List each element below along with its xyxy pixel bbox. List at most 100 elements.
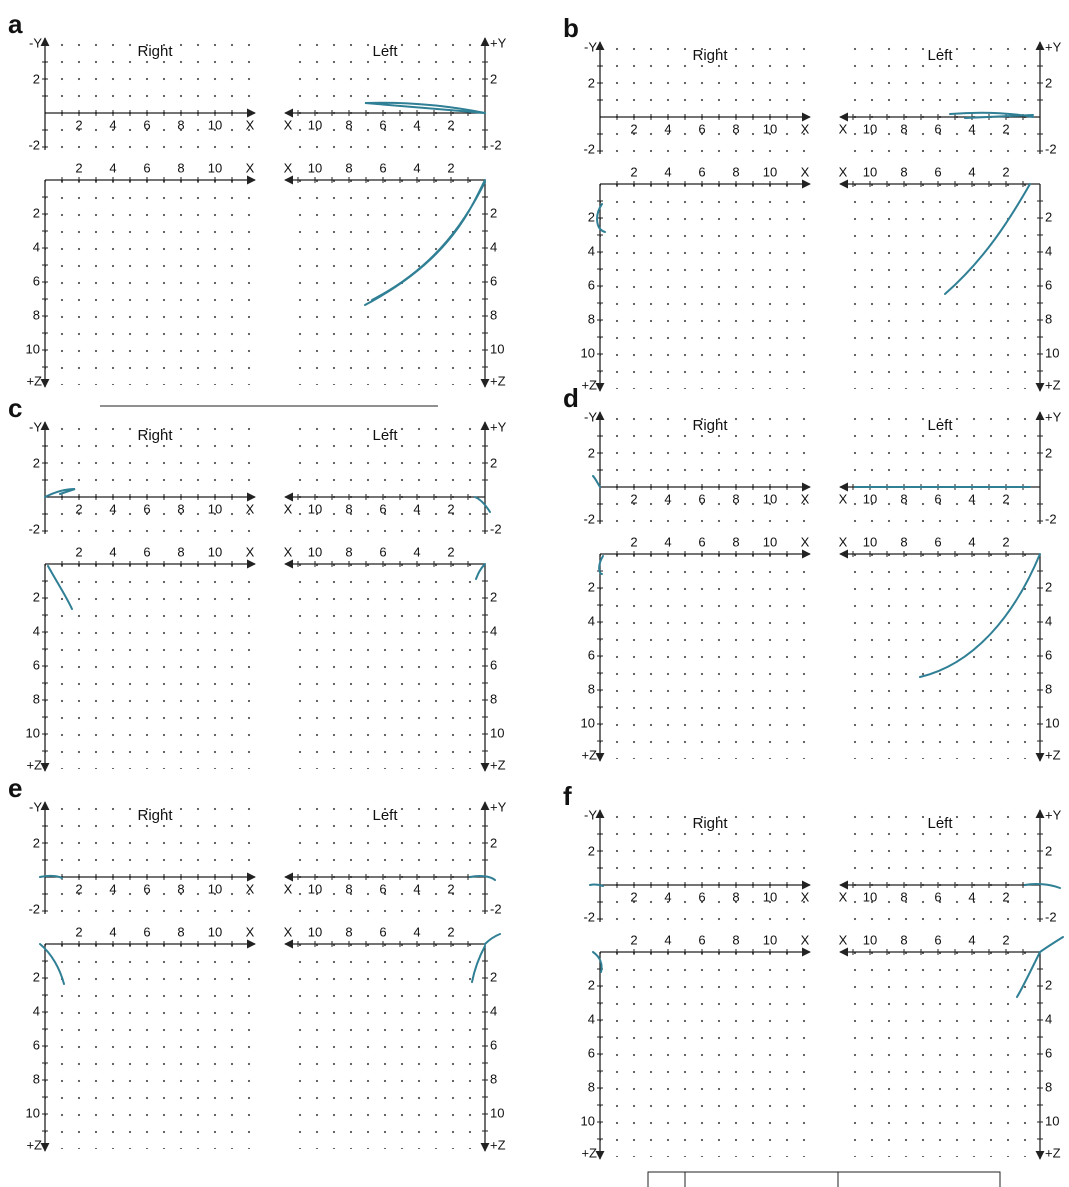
x-tick-label: 8 bbox=[177, 544, 184, 559]
x-tick-label: 6 bbox=[934, 164, 941, 179]
x-tick-label: 10 bbox=[763, 889, 777, 904]
axis-label: +Y bbox=[490, 35, 507, 50]
x-tick-label: X bbox=[801, 121, 810, 136]
x-tick-label: 4 bbox=[413, 501, 420, 516]
y-tick-label: -2 bbox=[1045, 511, 1057, 526]
z-tick-label: 2 bbox=[588, 209, 595, 224]
dot-grid bbox=[840, 812, 1040, 922]
x-tick-label: X bbox=[246, 501, 255, 516]
x-tick-label: 10 bbox=[308, 160, 322, 175]
x-tick-label: 4 bbox=[968, 534, 975, 549]
x-tick-label: 8 bbox=[732, 889, 739, 904]
z-tick-label: 10 bbox=[490, 341, 504, 356]
z-tick-label: 4 bbox=[1045, 1011, 1052, 1026]
z-tick-label: 8 bbox=[33, 691, 40, 706]
z-tick-label: 4 bbox=[33, 623, 40, 638]
x-tick-label: 6 bbox=[934, 932, 941, 947]
z-tick-label: 4 bbox=[588, 243, 595, 258]
x-tick-label: X bbox=[839, 534, 848, 549]
x-tick-label: X bbox=[801, 164, 810, 179]
x-tick-label: 2 bbox=[630, 491, 637, 506]
x-tick-label: 6 bbox=[379, 544, 386, 559]
z-tick-label: 10 bbox=[1045, 715, 1059, 730]
x-tick-label: 4 bbox=[664, 164, 671, 179]
x-tick-label: 10 bbox=[863, 932, 877, 947]
x-tick-label: 8 bbox=[345, 544, 352, 559]
x-tick-label: 6 bbox=[379, 501, 386, 516]
axis-label: +Z bbox=[1045, 377, 1061, 392]
x-tick-label: 6 bbox=[934, 121, 941, 136]
x-tick-label: 8 bbox=[732, 491, 739, 506]
x-tick-label: X bbox=[801, 889, 810, 904]
axis-label: +Z bbox=[1045, 1145, 1061, 1160]
x-tick-label: 4 bbox=[413, 881, 420, 896]
y-tick-label: -2 bbox=[1045, 141, 1057, 156]
dot-grid bbox=[600, 812, 810, 922]
x-tick-label: 6 bbox=[143, 924, 150, 939]
dot-grid bbox=[840, 554, 1040, 759]
x-tick-label: 4 bbox=[968, 889, 975, 904]
dot-grid bbox=[840, 952, 1040, 1157]
x-tick-label: 2 bbox=[1002, 121, 1009, 136]
z-tick-label: 4 bbox=[588, 1011, 595, 1026]
trace bbox=[949, 111, 1034, 119]
x-tick-label: 10 bbox=[863, 164, 877, 179]
x-tick-label: X bbox=[284, 924, 293, 939]
x-tick-label: 6 bbox=[698, 164, 705, 179]
x-tick-label: 4 bbox=[109, 544, 116, 559]
x-tick-label: 6 bbox=[934, 534, 941, 549]
x-tick-label: 10 bbox=[208, 544, 222, 559]
panel-letter: e bbox=[8, 773, 22, 803]
z-tick-label: 8 bbox=[33, 1071, 40, 1086]
z-tick-label: 2 bbox=[1045, 209, 1052, 224]
y-tick-label: 2 bbox=[33, 835, 40, 850]
y-tick-label: 2 bbox=[1045, 445, 1052, 460]
plot-title: Left bbox=[927, 47, 953, 64]
x-tick-label: 8 bbox=[732, 932, 739, 947]
y-tick-label: -2 bbox=[28, 137, 40, 152]
z-tick-label: 6 bbox=[588, 1045, 595, 1060]
x-tick-label: 2 bbox=[1002, 164, 1009, 179]
x-tick-label: X bbox=[801, 932, 810, 947]
y-tick-label: -2 bbox=[490, 137, 502, 152]
x-tick-label: X bbox=[246, 117, 255, 132]
axis-label: -Y bbox=[29, 419, 42, 434]
z-tick-label: 2 bbox=[490, 589, 497, 604]
panel: d Right Left -Y +Y 2 2 -2 -2 2 X 2 X 4 10 4 10 6 8 6 8 8 6 8 6 10… bbox=[563, 383, 1062, 763]
x-tick-label: 10 bbox=[763, 121, 777, 136]
dot-grid bbox=[840, 184, 1040, 389]
axis-label: -Y bbox=[584, 807, 597, 822]
x-tick-label: 2 bbox=[1002, 534, 1009, 549]
x-tick-label: 10 bbox=[308, 924, 322, 939]
z-tick-label: 8 bbox=[33, 307, 40, 322]
y-tick-label: 2 bbox=[33, 455, 40, 470]
z-tick-label: 2 bbox=[588, 977, 595, 992]
x-tick-label: 8 bbox=[732, 121, 739, 136]
y-tick-label: -2 bbox=[28, 901, 40, 916]
dot-grid bbox=[285, 944, 485, 1149]
z-tick-label: 2 bbox=[490, 969, 497, 984]
panel-letter: b bbox=[563, 13, 579, 43]
z-tick-label: 2 bbox=[33, 589, 40, 604]
x-tick-label: X bbox=[284, 160, 293, 175]
x-tick-label: 2 bbox=[447, 881, 454, 896]
z-tick-label: 8 bbox=[490, 691, 497, 706]
x-tick-label: 2 bbox=[630, 534, 637, 549]
x-tick-label: X bbox=[839, 932, 848, 947]
x-tick-label: 8 bbox=[900, 932, 907, 947]
x-tick-label: 6 bbox=[143, 160, 150, 175]
axis-label: +Z bbox=[581, 1145, 597, 1160]
x-tick-label: 6 bbox=[143, 117, 150, 132]
x-tick-label: 8 bbox=[345, 881, 352, 896]
x-tick-label: 10 bbox=[208, 501, 222, 516]
x-tick-label: 8 bbox=[177, 881, 184, 896]
x-tick-label: 6 bbox=[379, 924, 386, 939]
x-tick-label: 2 bbox=[447, 924, 454, 939]
y-tick-label: 2 bbox=[1045, 843, 1052, 858]
x-tick-label: 6 bbox=[698, 889, 705, 904]
z-tick-label: 8 bbox=[588, 681, 595, 696]
y-tick-label: 2 bbox=[490, 835, 497, 850]
y-tick-label: -2 bbox=[1045, 909, 1057, 924]
x-tick-label: 8 bbox=[732, 534, 739, 549]
x-tick-label: 10 bbox=[863, 889, 877, 904]
